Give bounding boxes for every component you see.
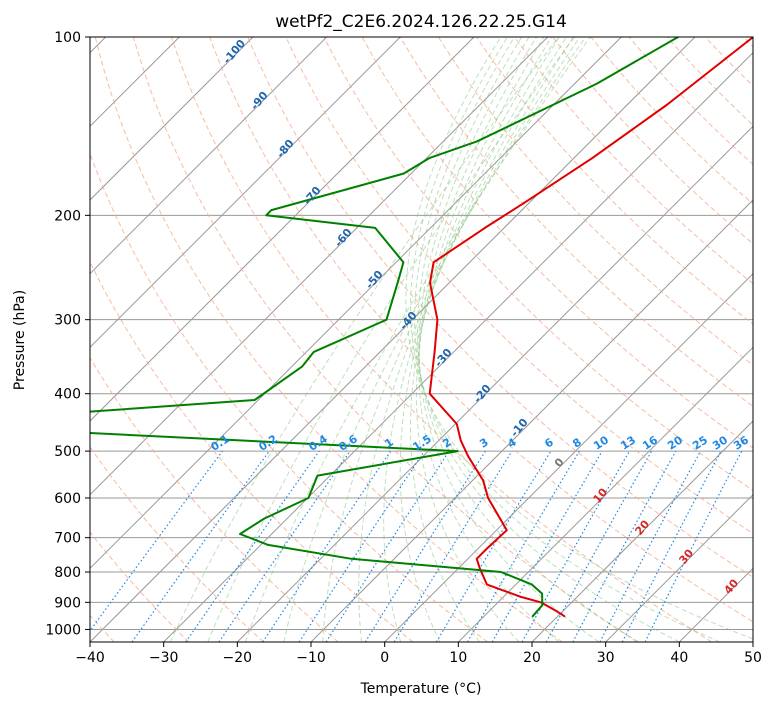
y-tick-label: 100 xyxy=(54,30,81,46)
x-tick-label: 0 xyxy=(380,650,389,666)
x-tick-label: 30 xyxy=(597,650,615,666)
y-tick-label: 500 xyxy=(54,444,81,460)
y-tick-label: 900 xyxy=(54,595,81,611)
y-tick-label: 700 xyxy=(54,531,81,547)
x-tick-label: −20 xyxy=(223,650,253,666)
y-tick-label: 200 xyxy=(54,208,81,224)
x-tick-label: 20 xyxy=(523,650,541,666)
x-tick-label: −10 xyxy=(296,650,326,666)
y-tick-label: 300 xyxy=(54,313,81,329)
x-tick-label: 10 xyxy=(449,650,467,666)
y-tick-label: 400 xyxy=(54,387,81,403)
plot-area xyxy=(90,37,753,642)
x-tick-label: 50 xyxy=(744,650,762,666)
x-tick-label: 40 xyxy=(670,650,688,666)
y-axis-label: Pressure (hPa) xyxy=(12,290,28,390)
x-axis-label: Temperature (°C) xyxy=(360,681,482,697)
y-tick-label: 1000 xyxy=(45,622,81,638)
chart-title: wetPf2_C2E6.2024.126.22.25.G14 xyxy=(275,12,567,32)
y-tick-label: 800 xyxy=(54,565,81,581)
y-tick-label: 600 xyxy=(54,491,81,507)
x-tick-label: −30 xyxy=(149,650,179,666)
x-tick-label: −40 xyxy=(75,650,105,666)
